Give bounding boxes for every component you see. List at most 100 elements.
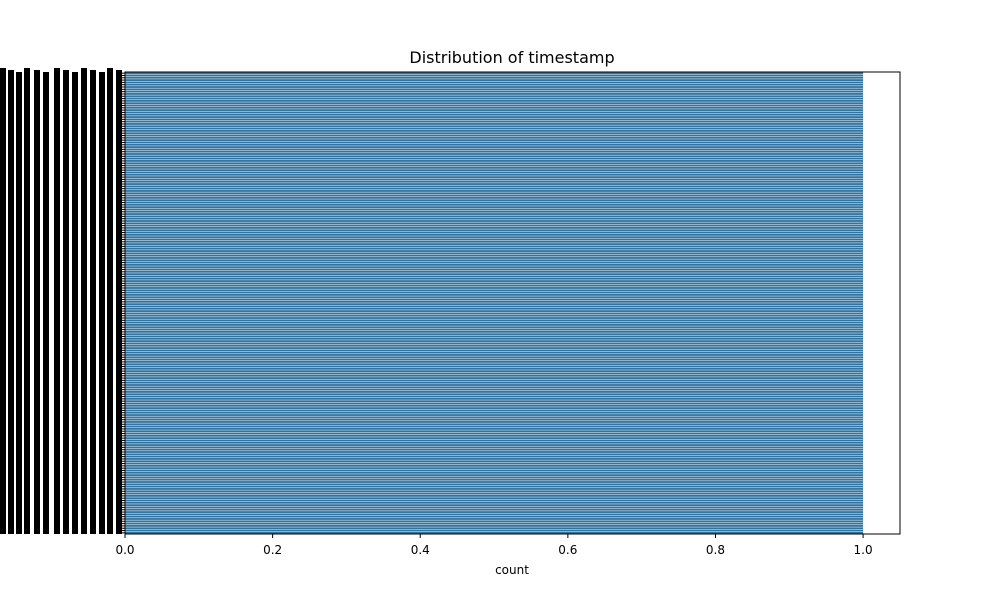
plot-frame <box>124 71 901 535</box>
bar <box>125 520 864 523</box>
bar <box>125 497 864 500</box>
bar <box>125 448 864 451</box>
bar <box>125 120 864 123</box>
bar <box>125 257 864 259</box>
bar <box>125 300 864 303</box>
bar <box>125 206 864 209</box>
bar <box>125 217 864 220</box>
bar <box>125 111 864 114</box>
bar <box>125 210 864 213</box>
bar <box>125 434 864 437</box>
bar <box>125 474 864 477</box>
bar <box>125 157 864 160</box>
bar <box>125 190 864 192</box>
bar <box>125 531 864 534</box>
bar <box>125 462 864 465</box>
bar <box>125 360 864 363</box>
bar <box>125 213 864 215</box>
bar <box>125 74 864 77</box>
x-axis-ticks: 0.0 0.2 0.4 0.6 0.8 1.0 <box>115 534 873 557</box>
bar <box>125 250 864 252</box>
bar <box>125 245 864 248</box>
bar <box>125 266 864 269</box>
bar <box>125 199 864 202</box>
bar <box>125 476 864 479</box>
bar <box>125 414 864 416</box>
y-tick-label-smear <box>107 68 113 534</box>
bar <box>125 254 864 257</box>
bar <box>125 270 864 273</box>
bar <box>125 379 864 382</box>
bar <box>125 374 864 377</box>
bar <box>125 93 864 95</box>
bar <box>125 409 864 412</box>
bar <box>125 319 864 322</box>
bar <box>125 446 864 449</box>
bar <box>125 464 864 467</box>
bar <box>125 524 864 527</box>
bar <box>125 504 864 507</box>
bar <box>125 377 864 379</box>
bar <box>125 125 864 128</box>
bar <box>125 284 864 287</box>
bar <box>125 370 864 373</box>
y-tick-label-smear <box>54 68 60 534</box>
bar <box>125 298 864 301</box>
y-tick-label-smear <box>81 68 87 534</box>
bar <box>125 354 864 356</box>
bar <box>125 173 864 176</box>
bar <box>125 312 864 315</box>
bar <box>125 143 864 146</box>
bar <box>125 518 864 520</box>
x-tick-label: 0.4 <box>411 543 430 557</box>
bar <box>125 99 864 102</box>
bar <box>125 72 864 75</box>
bar <box>125 141 864 144</box>
bar <box>125 330 864 333</box>
bar <box>125 305 864 308</box>
bar <box>125 421 864 423</box>
bar <box>125 113 864 116</box>
bar <box>125 391 864 393</box>
bar <box>125 400 864 403</box>
bar <box>125 460 864 463</box>
bar <box>125 146 864 148</box>
bar <box>125 467 864 470</box>
bar <box>125 155 864 158</box>
bar <box>125 324 864 326</box>
bar <box>125 106 864 109</box>
bar <box>125 169 864 172</box>
bar <box>125 395 864 398</box>
bar <box>125 148 864 151</box>
bar <box>125 139 864 142</box>
y-tick-label-smear <box>99 72 105 534</box>
y-axis-ticks <box>121 72 125 534</box>
bar <box>125 296 864 299</box>
bar <box>125 393 864 396</box>
bar <box>125 164 864 167</box>
chart-title: Distribution of timestamp <box>409 48 614 67</box>
bar <box>125 178 864 181</box>
bar <box>125 416 864 419</box>
bar <box>125 287 864 289</box>
bar <box>125 162 864 165</box>
bar <box>125 282 864 285</box>
bar <box>125 349 864 352</box>
bar <box>125 384 864 386</box>
bar <box>125 404 864 407</box>
bar <box>125 81 864 84</box>
x-tick-label: 0.2 <box>263 543 282 557</box>
bar <box>125 351 864 354</box>
bar <box>125 261 864 264</box>
bar <box>125 367 864 370</box>
bar <box>125 506 864 509</box>
bar <box>125 314 864 317</box>
bar <box>125 386 864 389</box>
bar <box>125 180 864 183</box>
x-tick-label: 1.0 <box>854 543 873 557</box>
bar <box>125 289 864 292</box>
bar <box>125 522 864 525</box>
bar <box>125 233 864 236</box>
bar <box>125 153 864 155</box>
